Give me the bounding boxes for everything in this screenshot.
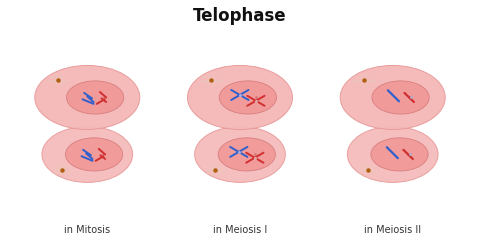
Ellipse shape	[218, 138, 276, 171]
Text: in Mitosis: in Mitosis	[64, 225, 110, 235]
Text: Telophase: Telophase	[193, 7, 287, 25]
Ellipse shape	[371, 138, 428, 171]
Ellipse shape	[42, 126, 132, 182]
Ellipse shape	[195, 126, 285, 182]
Ellipse shape	[67, 81, 124, 114]
Ellipse shape	[188, 66, 292, 130]
Ellipse shape	[35, 66, 140, 130]
Ellipse shape	[219, 81, 276, 114]
Text: in Meiosis I: in Meiosis I	[213, 225, 267, 235]
Ellipse shape	[372, 81, 429, 114]
Ellipse shape	[348, 126, 438, 182]
Ellipse shape	[65, 138, 123, 171]
Ellipse shape	[340, 66, 445, 130]
Text: in Meiosis II: in Meiosis II	[364, 225, 421, 235]
